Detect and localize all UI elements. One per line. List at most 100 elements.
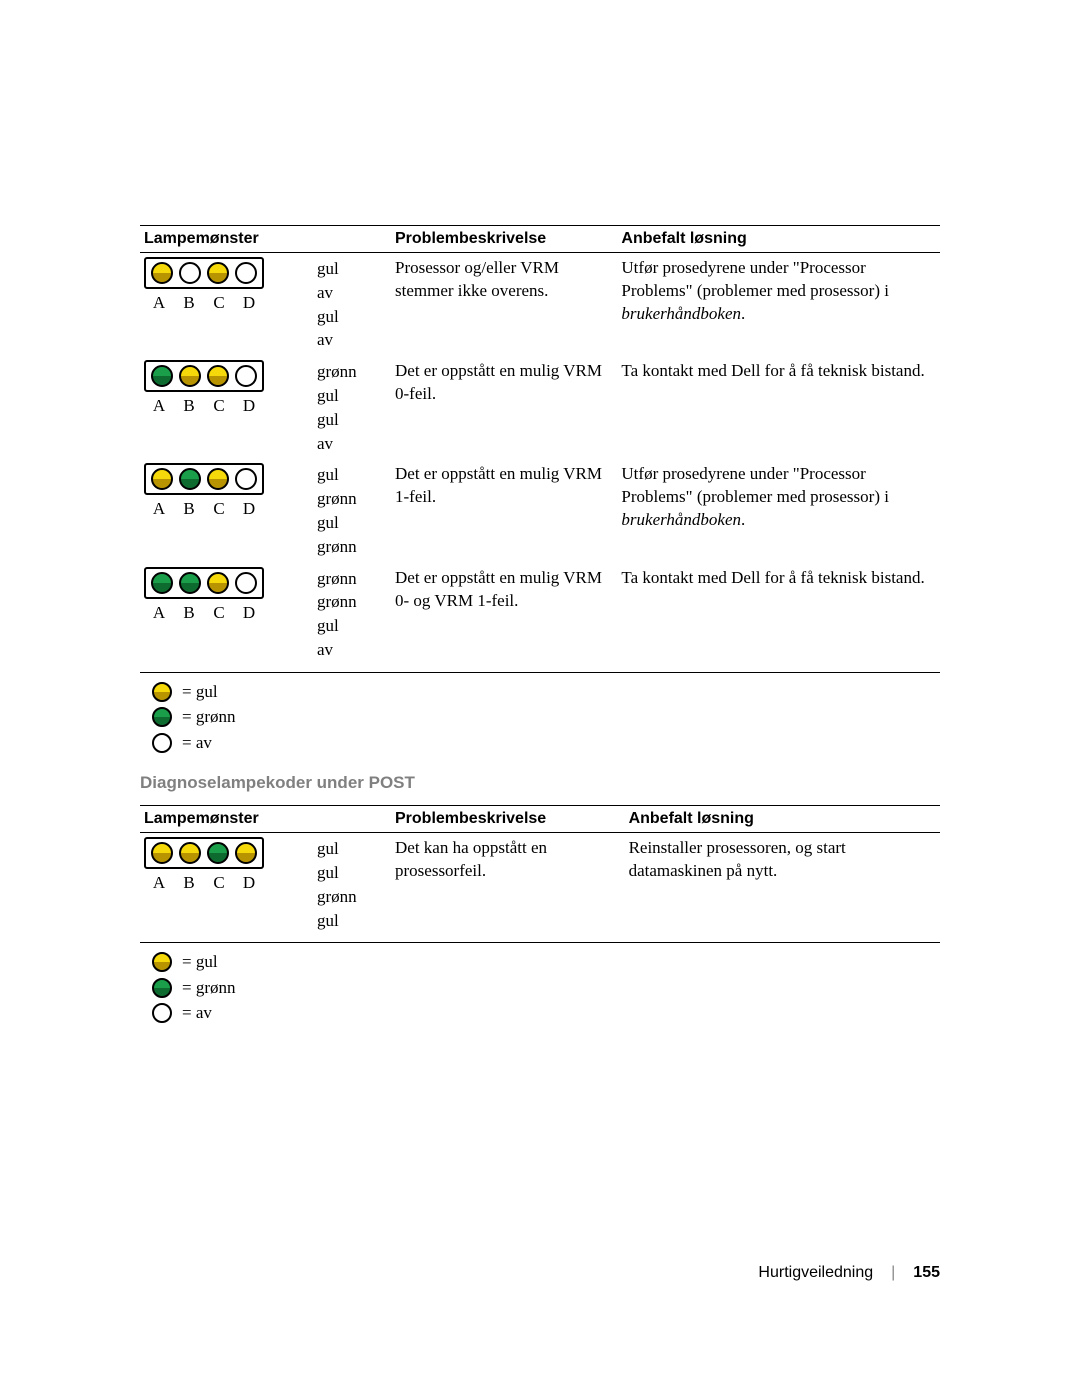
led-av <box>235 572 257 594</box>
legend-row: = grønn <box>152 704 940 730</box>
pattern-cell: ABCD <box>140 253 313 357</box>
legend-row: = av <box>152 1000 940 1026</box>
led-letter: C <box>204 293 234 313</box>
color-labels: gulgrønngulgrønn <box>313 459 391 562</box>
led-av <box>235 468 257 490</box>
solution: Reinstaller prosessoren, og start datama… <box>625 833 940 943</box>
led-letter: D <box>234 499 264 519</box>
legend-row: = gul <box>152 949 940 975</box>
table-row: ABCD gulgulgrønngul Det kan ha oppstått … <box>140 833 940 943</box>
led-gul <box>151 468 173 490</box>
table-row: ABCD grønngulgulav Det er oppstått en mu… <box>140 356 940 459</box>
led-letter: A <box>144 293 174 313</box>
led-gul <box>235 842 257 864</box>
led-letter: A <box>144 873 174 893</box>
solution: Ta kontakt med Dell for å få teknisk bis… <box>617 563 940 673</box>
legend-led-gronn <box>152 978 172 998</box>
color-labels: gulgulgrønngul <box>313 833 391 943</box>
footer-label: Hurtigveiledning <box>758 1264 873 1282</box>
hdr-lampemonster: Lampemønster <box>140 226 391 253</box>
hdr-losning: Anbefalt løsning <box>617 226 940 253</box>
led-letter: D <box>234 603 264 623</box>
led-letter: D <box>234 293 264 313</box>
page-number: 155 <box>913 1264 940 1282</box>
legend-text: = grønn <box>182 975 236 1001</box>
legend-led-av <box>152 733 172 753</box>
led-frame <box>144 360 264 392</box>
led-frame <box>144 463 264 495</box>
color-labels: gulavgulav <box>313 253 391 357</box>
table-row: ABCD grønngrønngulav Det er oppstått en … <box>140 563 940 673</box>
pattern-cell: ABCD <box>140 356 313 459</box>
legend-led-gul <box>152 952 172 972</box>
legend-text: = gul <box>182 679 218 705</box>
legend-row: = av <box>152 730 940 756</box>
hdr-problem-2: Problembeskrivelse <box>391 806 625 833</box>
led-letters: ABCD <box>144 396 309 416</box>
section-title: Diagnoselampekoder under POST <box>140 773 940 793</box>
solution: Utfør prosedyrene under "Processor Probl… <box>617 253 940 357</box>
led-gul <box>151 842 173 864</box>
color-labels: grønngrønngulav <box>313 563 391 673</box>
led-letter: B <box>174 873 204 893</box>
led-letters: ABCD <box>144 603 309 623</box>
led-gronn <box>179 572 201 594</box>
led-letter: A <box>144 396 174 416</box>
led-gronn <box>207 842 229 864</box>
led-frame <box>144 567 264 599</box>
led-letter: B <box>174 293 204 313</box>
table-header-row: Lampemønster Problembeskrivelse Anbefalt… <box>140 806 940 833</box>
led-letter: A <box>144 603 174 623</box>
led-av <box>235 262 257 284</box>
led-letter: A <box>144 499 174 519</box>
solution: Utfør prosedyrene under "Processor Probl… <box>617 459 940 562</box>
legend-row: = gul <box>152 679 940 705</box>
led-letter: C <box>204 603 234 623</box>
hdr-losning-2: Anbefalt løsning <box>625 806 940 833</box>
led-gul <box>207 468 229 490</box>
pattern-cell: ABCD <box>140 833 313 943</box>
led-gul <box>207 365 229 387</box>
led-letter: C <box>204 396 234 416</box>
legend-text: = av <box>182 730 212 756</box>
solution: Ta kontakt med Dell for å få teknisk bis… <box>617 356 940 459</box>
hdr-problem: Problembeskrivelse <box>391 226 617 253</box>
led-gul <box>207 262 229 284</box>
led-gronn <box>151 572 173 594</box>
led-gronn <box>179 468 201 490</box>
footer-separator: | <box>891 1264 895 1282</box>
led-letter: B <box>174 499 204 519</box>
color-labels: grønngulgulav <box>313 356 391 459</box>
led-gul <box>179 365 201 387</box>
led-letters: ABCD <box>144 873 309 893</box>
legend-1: = gul = grønn = av <box>152 679 940 756</box>
led-letter: B <box>174 396 204 416</box>
problem-desc: Det er oppstått en mulig VRM 0-feil. <box>391 356 617 459</box>
led-av <box>235 365 257 387</box>
table-row: ABCD gulavgulav Prosessor og/eller VRM s… <box>140 253 940 357</box>
problem-desc: Prosessor og/eller VRM stemmer ikke over… <box>391 253 617 357</box>
problem-desc: Det kan ha oppstått en prosessorfeil. <box>391 833 625 943</box>
led-frame <box>144 257 264 289</box>
led-gul <box>179 842 201 864</box>
diagnostic-table-2: Lampemønster Problembeskrivelse Anbefalt… <box>140 805 940 943</box>
led-gul <box>151 262 173 284</box>
problem-desc: Det er oppstått en mulig VRM 1-feil. <box>391 459 617 562</box>
led-frame <box>144 837 264 869</box>
legend-led-av <box>152 1003 172 1023</box>
led-av <box>179 262 201 284</box>
led-letter: C <box>204 499 234 519</box>
legend-row: = grønn <box>152 975 940 1001</box>
led-letter: B <box>174 603 204 623</box>
page-footer: Hurtigveiledning | 155 <box>758 1264 940 1282</box>
hdr-lampemonster-2: Lampemønster <box>140 806 391 833</box>
table-row: ABCD gulgrønngulgrønn Det er oppstått en… <box>140 459 940 562</box>
legend-text: = av <box>182 1000 212 1026</box>
legend-led-gronn <box>152 707 172 727</box>
led-letter: D <box>234 396 264 416</box>
led-letters: ABCD <box>144 499 309 519</box>
led-gul <box>207 572 229 594</box>
led-letter: D <box>234 873 264 893</box>
diagnostic-table-1: Lampemønster Problembeskrivelse Anbefalt… <box>140 225 940 673</box>
legend-2: = gul = grønn = av <box>152 949 940 1026</box>
